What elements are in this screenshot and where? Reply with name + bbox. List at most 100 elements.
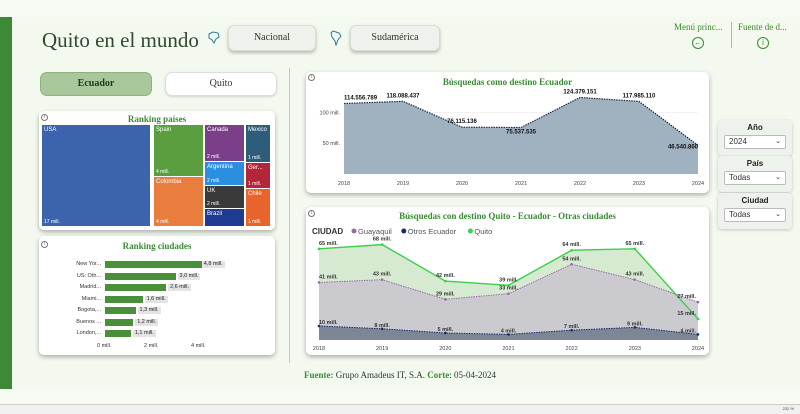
zoom-level[interactable]: 232 %	[782, 406, 794, 411]
south-america-map-icon	[330, 30, 342, 46]
fuente-text: Grupo Amadeus IT, S.A.	[333, 370, 426, 380]
treemap-tile-label: USA	[44, 127, 57, 133]
treemap-tile[interactable]: Argentina 2 mill.	[205, 162, 244, 185]
page-title: Quito en el mundo	[42, 28, 199, 52]
busquedas-ecuador-title: Búsquedas como destino Ecuador	[442, 77, 573, 87]
data-point	[444, 298, 447, 301]
data-point	[317, 324, 321, 328]
city-bar[interactable]	[105, 318, 134, 326]
info-icon[interactable]: i	[308, 210, 315, 217]
treemap-tile-label: UK	[207, 188, 216, 194]
data-label: 8 mill.	[374, 323, 390, 329]
data-point	[633, 278, 637, 281]
data-label: 124.379.151	[563, 89, 597, 95]
city-bar[interactable]	[105, 307, 136, 314]
data-point	[633, 247, 637, 251]
fuente-datos-label: Fuente de d...	[738, 22, 787, 32]
treemap-tile-value: 2 mill.	[207, 178, 221, 184]
treemap-tile[interactable]: Brazil	[205, 209, 244, 226]
data-point	[380, 327, 384, 331]
treemap-tile[interactable]: Ger... 1 mill.	[246, 163, 270, 188]
treemap-tile-label: Canada	[207, 127, 229, 133]
city-bar[interactable]	[105, 330, 131, 337]
data-point	[696, 333, 700, 336]
legend-item: Quito	[474, 227, 492, 236]
city-bar[interactable]	[105, 261, 218, 268]
series-line	[343, 96, 699, 146]
tab-quito[interactable]: Quito	[165, 72, 277, 96]
x-tick-label: 2018	[313, 346, 325, 352]
treemap-tile[interactable]: USA 17 mill.	[42, 125, 150, 226]
legend-marker	[351, 228, 357, 234]
data-label: 118.088.437	[386, 93, 420, 99]
x-tick-label: 2024	[692, 346, 704, 352]
x-tick-label: 2021	[515, 181, 527, 187]
info-icon[interactable]: i	[757, 37, 769, 49]
data-point	[633, 326, 637, 329]
slicer-ciudad-value: Todas	[729, 210, 751, 219]
city-label: Buenos ...	[76, 318, 101, 325]
slicer-pais[interactable]: País Todas ⌄	[718, 156, 792, 192]
data-label: 65 mill.	[319, 241, 338, 247]
y-tick-label: 50 mill.	[323, 141, 341, 147]
y-tick-label: 100 mill.	[320, 110, 341, 116]
treemap-tile[interactable]: Colombia 4 mill.	[154, 177, 203, 226]
data-label: 46.540.860	[668, 144, 699, 150]
data-label: 41 mill.	[319, 274, 338, 280]
ranking-ciudades-title: Ranking ciudades	[122, 241, 192, 251]
data-point	[444, 279, 447, 283]
city-bar[interactable]	[105, 295, 143, 303]
treemap-tile-value: 1 mill.	[248, 181, 262, 187]
x-tick-label: 2023	[633, 181, 645, 187]
data-label: 15 mill.	[677, 311, 696, 317]
chevron-down-icon[interactable]: ⌄	[775, 138, 781, 145]
city-label: US: Oth...	[76, 272, 101, 279]
treemap-tile[interactable]: Mexico 1 mill.	[246, 125, 270, 162]
data-label: 5 mill.	[438, 327, 454, 333]
city-bar[interactable]	[105, 284, 167, 291]
treemap-tile[interactable]: Canada 2 mill.	[205, 125, 244, 161]
treemap-tile[interactable]: UK 2 mill.	[205, 186, 244, 208]
treemap-tile-label: Colombia	[156, 179, 182, 185]
slicer-ciudad-select[interactable]: Todas ⌄	[724, 208, 786, 222]
data-point	[380, 278, 384, 281]
city-bar[interactable]	[105, 272, 176, 280]
chevron-down-icon[interactable]: ⌄	[775, 211, 781, 218]
ranking-paises-title: Ranking países	[127, 114, 187, 124]
data-label: 27 mill.	[677, 294, 696, 300]
city-value: 1,6 mill.	[144, 295, 168, 303]
city-label: Madrid...	[79, 284, 101, 290]
city-value: 1,1 mill.	[132, 330, 156, 337]
treemap-tile[interactable]: Spain 4 mill.	[154, 125, 203, 176]
data-point	[570, 262, 573, 266]
info-icon[interactable]: i	[41, 114, 48, 121]
nav-nacional-button[interactable]: Nacional	[228, 25, 316, 51]
slicer-ciudad[interactable]: Ciudad Todas ⌄	[718, 193, 792, 229]
treemap-tile[interactable]: Chile 1 mill.	[246, 189, 270, 226]
nav-sudamerica-button[interactable]: Sudamérica	[350, 25, 440, 51]
data-label: 114.556.789	[344, 96, 378, 102]
treemap-tile-label: Mexico	[248, 127, 268, 133]
slicer-anio[interactable]: Año 2024 ⌄	[718, 120, 792, 156]
data-label: 54 mill.	[562, 256, 581, 262]
corte-text: : 05-04-2024	[449, 370, 497, 380]
data-label: 7 mill.	[564, 324, 580, 330]
x-tick-label: 2018	[338, 181, 350, 187]
x-tick-label: 2020	[439, 346, 451, 352]
slicer-anio-select[interactable]: 2024 ⌄	[724, 135, 786, 149]
chevron-down-icon[interactable]: ⌄	[775, 174, 781, 181]
legend-title: CIUDAD	[312, 227, 343, 236]
info-icon[interactable]: i	[308, 74, 315, 81]
ecuador-map-icon	[208, 31, 220, 44]
busquedas-quito-title: Búsquedas con destino Quito - Ecuador - …	[399, 211, 616, 221]
data-label: 4 mill.	[680, 328, 696, 334]
slicer-pais-select[interactable]: Todas ⌄	[724, 171, 786, 185]
back-arrow-icon[interactable]: ←	[692, 37, 704, 49]
info-icon[interactable]: i	[41, 241, 48, 248]
series-area	[319, 325, 698, 340]
tab-ecuador[interactable]: Ecuador	[40, 72, 152, 96]
data-label: 65 mill.	[626, 241, 645, 247]
data-label: 29 mill.	[436, 291, 455, 297]
data-label: 33 mill.	[499, 286, 518, 292]
